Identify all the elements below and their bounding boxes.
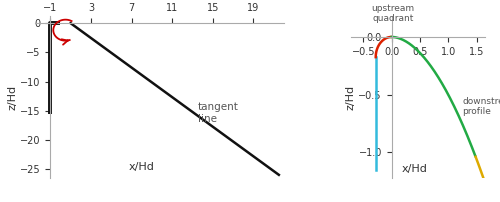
- Text: x/Hd: x/Hd: [128, 162, 154, 172]
- Y-axis label: z/Hd: z/Hd: [7, 84, 17, 109]
- Text: upstream
quadrant: upstream quadrant: [371, 4, 414, 23]
- Text: downstream
profile: downstream profile: [462, 97, 500, 116]
- Text: x/Hd: x/Hd: [402, 164, 427, 174]
- Text: tangent
line: tangent line: [198, 102, 238, 123]
- Y-axis label: z/Hd: z/Hd: [346, 84, 356, 109]
